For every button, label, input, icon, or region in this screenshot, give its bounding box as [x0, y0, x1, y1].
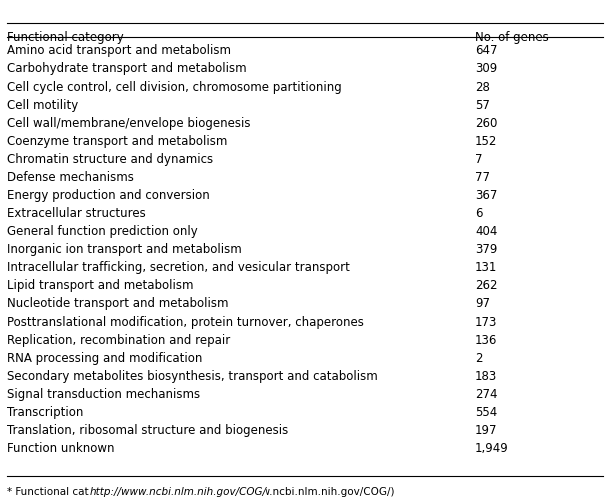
Text: 262: 262: [475, 279, 498, 292]
Text: 7: 7: [475, 153, 483, 166]
Text: Intracellular trafficking, secretion, and vesicular transport: Intracellular trafficking, secretion, an…: [7, 261, 350, 274]
Text: 367: 367: [475, 189, 497, 202]
Text: 6: 6: [475, 207, 483, 220]
Text: Replication, recombination and repair: Replication, recombination and repair: [7, 334, 231, 347]
Text: 274: 274: [475, 388, 498, 401]
Text: Posttranslational modification, protein turnover, chaperones: Posttranslational modification, protein …: [7, 315, 364, 328]
Text: Cell motility: Cell motility: [7, 99, 79, 112]
Text: * Functional categories based on COG (http://www.ncbi.nlm.nih.gov/COG/): * Functional categories based on COG (ht…: [7, 487, 395, 497]
Text: 77: 77: [475, 171, 490, 184]
Text: 136: 136: [475, 334, 497, 347]
Text: 2: 2: [475, 352, 483, 365]
Text: http://www.ncbi.nlm.nih.gov/COG/: http://www.ncbi.nlm.nih.gov/COG/: [90, 487, 267, 497]
Text: Nucleotide transport and metabolism: Nucleotide transport and metabolism: [7, 297, 229, 310]
Text: 404: 404: [475, 225, 497, 238]
Text: 1,949: 1,949: [475, 442, 509, 455]
Text: 131: 131: [475, 261, 497, 274]
Text: 554: 554: [475, 406, 497, 419]
Text: Translation, ribosomal structure and biogenesis: Translation, ribosomal structure and bio…: [7, 424, 289, 437]
Text: Coenzyme transport and metabolism: Coenzyme transport and metabolism: [7, 135, 228, 148]
Text: 260: 260: [475, 117, 497, 130]
Text: Carbohydrate transport and metabolism: Carbohydrate transport and metabolism: [7, 62, 247, 75]
Text: General function prediction only: General function prediction only: [7, 225, 198, 238]
Text: Functional category: Functional category: [7, 31, 124, 44]
Text: Function unknown: Function unknown: [7, 442, 115, 455]
Text: No. of genes: No. of genes: [475, 31, 549, 44]
Text: Amino acid transport and metabolism: Amino acid transport and metabolism: [7, 44, 231, 57]
Text: Lipid transport and metabolism: Lipid transport and metabolism: [7, 279, 194, 292]
Text: 152: 152: [475, 135, 497, 148]
Text: Secondary metabolites biosynthesis, transport and catabolism: Secondary metabolites biosynthesis, tran…: [7, 370, 378, 383]
Text: RNA processing and modification: RNA processing and modification: [7, 352, 203, 365]
Text: Chromatin structure and dynamics: Chromatin structure and dynamics: [7, 153, 213, 166]
Text: 57: 57: [475, 99, 490, 112]
Text: 647: 647: [475, 44, 498, 57]
Text: Transcription: Transcription: [7, 406, 84, 419]
Text: 28: 28: [475, 80, 490, 93]
Text: 309: 309: [475, 62, 497, 75]
Text: Cell cycle control, cell division, chromosome partitioning: Cell cycle control, cell division, chrom…: [7, 80, 342, 93]
Text: Extracellular structures: Extracellular structures: [7, 207, 146, 220]
Text: Inorganic ion transport and metabolism: Inorganic ion transport and metabolism: [7, 243, 242, 256]
Text: 173: 173: [475, 315, 497, 328]
Text: Defense mechanisms: Defense mechanisms: [7, 171, 134, 184]
Text: 183: 183: [475, 370, 497, 383]
Text: 379: 379: [475, 243, 497, 256]
Text: Cell wall/membrane/envelope biogenesis: Cell wall/membrane/envelope biogenesis: [7, 117, 251, 130]
Text: Energy production and conversion: Energy production and conversion: [7, 189, 210, 202]
Text: 97: 97: [475, 297, 490, 310]
Text: Signal transduction mechanisms: Signal transduction mechanisms: [7, 388, 201, 401]
Text: 197: 197: [475, 424, 498, 437]
